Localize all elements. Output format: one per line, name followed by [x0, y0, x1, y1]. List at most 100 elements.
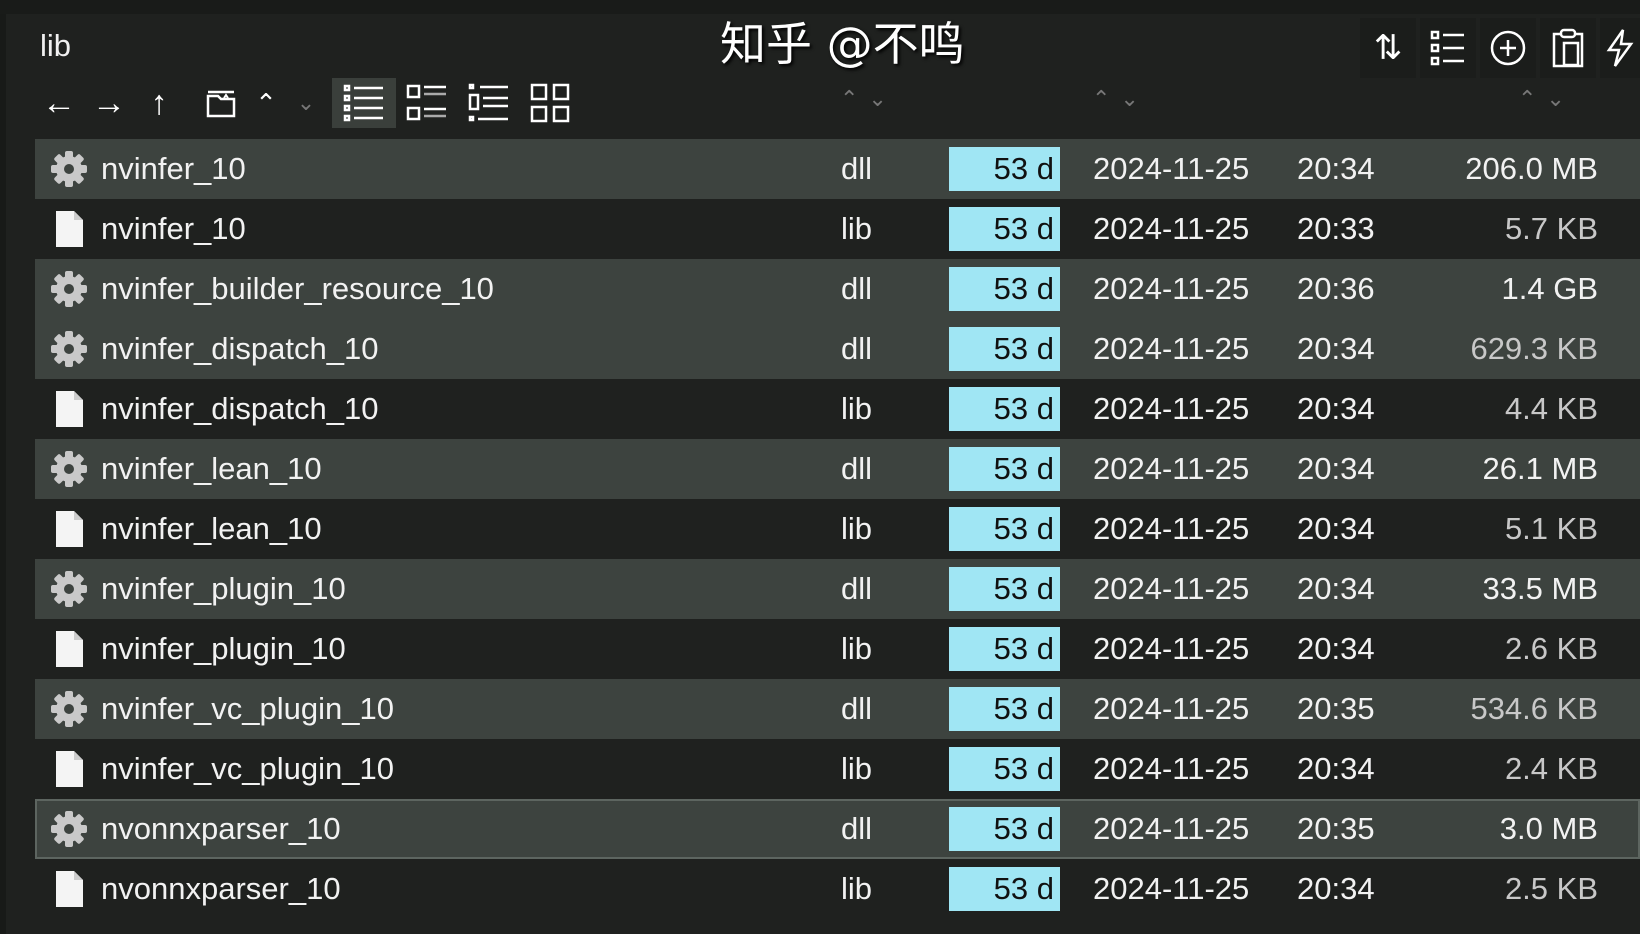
file-size: 1.4 GB [1501, 271, 1599, 306]
file-size: 26.1 MB [1482, 451, 1598, 486]
file-icon [49, 629, 89, 669]
file-size: 5.1 KB [1504, 511, 1598, 546]
quick-action-button[interactable] [1600, 18, 1640, 78]
forward-button[interactable]: → [84, 78, 134, 128]
file-age: 53 d [949, 747, 1060, 791]
file-extension: lib [841, 751, 873, 786]
tree-view-button[interactable] [458, 78, 520, 128]
file-size: 2.4 KB [1504, 751, 1598, 786]
gear-icon [49, 329, 89, 369]
sort-button[interactable]: ⇅ [1360, 18, 1416, 78]
size-column-sort[interactable]: ⌃⌄ [1518, 86, 1575, 111]
file-name: nvonnxparser_10 [101, 811, 341, 846]
file-icon [49, 389, 89, 429]
file-row[interactable]: nvinfer_plugin_10 dll 53 d 2024-11-25 20:34 3… [35, 559, 1640, 619]
file-icon [49, 509, 89, 549]
file-age: 53 d [949, 867, 1060, 911]
side-panel-edge[interactable] [0, 14, 6, 934]
file-time: 20:34 [1297, 391, 1375, 426]
file-row[interactable]: nvinfer_vc_plugin_10 lib 53 d 2024-11-25 20:… [35, 739, 1640, 799]
grid-view-icon [530, 83, 570, 123]
file-age: 53 d [949, 267, 1060, 311]
select-button[interactable] [1420, 18, 1476, 78]
file-list: nvinfer_10 dll 53 d 2024-11-25 20:34 206.0 MB… [35, 139, 1640, 919]
file-date: 2024-11-25 [1093, 691, 1250, 726]
file-size: 4.4 KB [1504, 391, 1598, 426]
date-column-sort[interactable]: ⌃⌄ [1092, 86, 1149, 111]
file-age: 53 d [949, 507, 1060, 551]
file-date: 2024-11-25 [1093, 331, 1250, 366]
back-button[interactable]: ← [34, 78, 84, 128]
file-name: nvinfer_lean_10 [101, 451, 322, 486]
file-row[interactable]: nvonnxparser_10 lib 53 d 2024-11-25 20:34 2.5… [35, 859, 1640, 919]
file-time: 20:35 [1297, 811, 1375, 846]
file-time: 20:34 [1297, 331, 1375, 366]
file-row[interactable]: nvinfer_lean_10 lib 53 d 2024-11-25 20:34 5.1… [35, 499, 1640, 559]
file-extension: lib [841, 631, 873, 666]
file-date: 2024-11-25 [1093, 811, 1250, 846]
ext-column-sort[interactable]: ⌃⌄ [840, 86, 897, 111]
file-row[interactable]: nvinfer_builder_resource_10 dll 53 d 2024-1… [35, 259, 1640, 319]
file-extension: dll [841, 331, 873, 366]
file-time: 20:33 [1297, 211, 1375, 246]
gear-icon [49, 449, 89, 489]
sort-descending-button[interactable]: ⌄ [286, 78, 326, 128]
sort-ascending-button[interactable]: ⌃ [246, 78, 286, 128]
up-button[interactable]: ↑ [134, 78, 184, 128]
file-time: 20:36 [1297, 271, 1375, 306]
gear-icon [49, 569, 89, 609]
file-row[interactable]: nvinfer_dispatch_10 lib 53 d 2024-11-25 20:3… [35, 379, 1640, 439]
file-row[interactable]: nvonnxparser_10 dll 53 d 2024-11-25 20:35 3.0… [35, 799, 1640, 859]
new-folder-icon [206, 90, 236, 118]
add-button[interactable] [1480, 18, 1536, 78]
sort-icon: ⇅ [1373, 29, 1403, 67]
file-size: 33.5 MB [1482, 571, 1598, 606]
file-age: 53 d [949, 387, 1060, 431]
file-size: 206.0 MB [1465, 151, 1598, 186]
file-extension: lib [841, 391, 873, 426]
file-date: 2024-11-25 [1093, 751, 1250, 786]
file-date: 2024-11-25 [1093, 211, 1250, 246]
file-icon [49, 749, 89, 789]
arrow-up-icon: ↑ [150, 83, 168, 122]
file-extension: lib [841, 871, 873, 906]
clipboard-button[interactable] [1540, 18, 1596, 78]
file-size: 534.6 KB [1470, 691, 1598, 726]
list-view-icon [343, 84, 383, 122]
file-icon [49, 209, 89, 249]
file-name: nvinfer_builder_resource_10 [101, 271, 494, 306]
gear-icon [49, 269, 89, 309]
file-name: nvinfer_10 [101, 211, 246, 246]
file-row[interactable]: nvinfer_vc_plugin_10 dll 53 d 2024-11-25 20:… [35, 679, 1640, 739]
details-view-button[interactable] [396, 78, 458, 128]
file-time: 20:34 [1297, 631, 1375, 666]
file-extension: lib [841, 211, 873, 246]
file-row[interactable]: nvinfer_10 dll 53 d 2024-11-25 20:34 206.0 MB [35, 139, 1640, 199]
gear-icon [49, 809, 89, 849]
file-name: nvonnxparser_10 [101, 871, 341, 906]
file-name: nvinfer_vc_plugin_10 [101, 751, 394, 786]
file-row[interactable]: nvinfer_dispatch_10 dll 53 d 2024-11-25 20:3… [35, 319, 1640, 379]
file-time: 20:34 [1297, 451, 1375, 486]
file-name: nvinfer_lean_10 [101, 511, 322, 546]
grid-view-button[interactable] [520, 78, 582, 128]
file-age: 53 d [949, 567, 1060, 611]
file-row[interactable]: nvinfer_lean_10 dll 53 d 2024-11-25 20:34 26.… [35, 439, 1640, 499]
gear-icon [49, 689, 89, 729]
watermark: 知乎 @不鸣 [720, 17, 965, 71]
file-row[interactable]: nvinfer_10 lib 53 d 2024-11-25 20:33 5.7 KB [35, 199, 1640, 259]
list-view-button[interactable] [332, 78, 396, 128]
gear-icon [49, 149, 89, 189]
file-size: 629.3 KB [1470, 331, 1598, 366]
file-date: 2024-11-25 [1093, 151, 1250, 186]
file-extension: dll [841, 571, 873, 606]
file-name: nvinfer_dispatch_10 [101, 391, 379, 426]
file-row[interactable]: nvinfer_plugin_10 lib 53 d 2024-11-25 20:34 2… [35, 619, 1640, 679]
arrow-left-icon: ← [42, 83, 76, 122]
file-name: nvinfer_dispatch_10 [101, 331, 379, 366]
file-extension: dll [841, 691, 873, 726]
arrow-right-icon: → [92, 83, 126, 122]
new-folder-button[interactable] [196, 78, 246, 128]
file-extension: dll [841, 451, 873, 486]
file-date: 2024-11-25 [1093, 871, 1250, 906]
